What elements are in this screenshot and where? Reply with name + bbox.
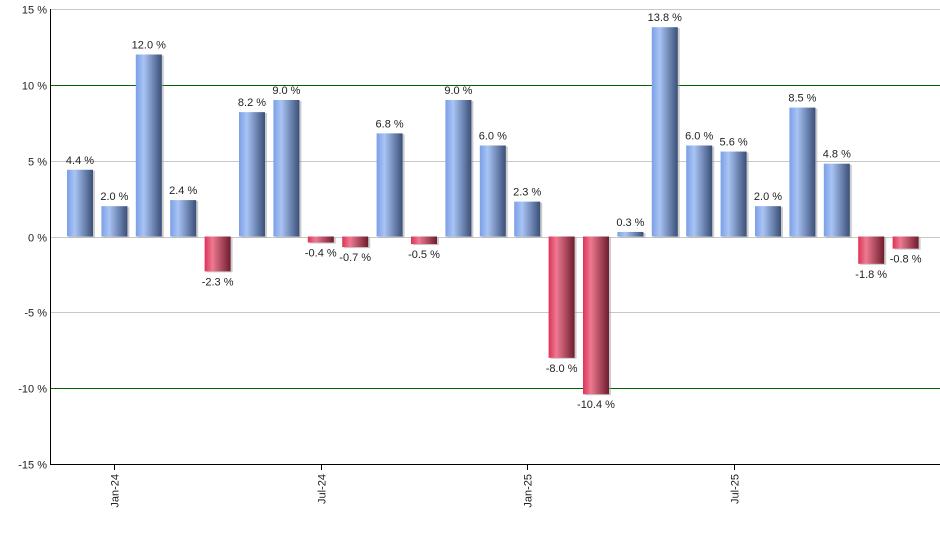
y-tick-label: -5 % bbox=[24, 308, 47, 320]
bar-value-label: 13.8 % bbox=[648, 12, 682, 24]
bar-positive bbox=[755, 206, 781, 237]
bar-value-label: 2.4 % bbox=[169, 185, 197, 197]
bar-value-label: 5.6 % bbox=[720, 137, 748, 149]
bar-positive bbox=[170, 200, 197, 237]
bar-value-label: -8.0 % bbox=[546, 363, 578, 375]
bar-value-label: 4.4 % bbox=[66, 155, 94, 167]
bar-value-label: -1.8 % bbox=[855, 269, 887, 281]
bar-value-label: 6.0 % bbox=[479, 131, 507, 143]
value-labels: 4.4 % 2.0 % 12.0 % 2.4 % -2.3 % 8.2 % 9.0 % -0.… bbox=[66, 12, 922, 411]
bar-positive bbox=[617, 231, 644, 237]
bar-negative bbox=[548, 236, 575, 358]
bar-value-label: 9.0 % bbox=[272, 85, 300, 97]
bar-value-label: 0.3 % bbox=[616, 217, 644, 229]
y-tick-label: -15 % bbox=[18, 460, 47, 472]
bar-value-label: 4.8 % bbox=[823, 149, 851, 161]
bar-value-label: -0.4 % bbox=[305, 248, 337, 260]
bar-value-label: 12.0 % bbox=[132, 40, 166, 52]
bar-positive bbox=[651, 27, 678, 237]
bar-negative bbox=[204, 236, 231, 272]
y-tick-label: 5 % bbox=[28, 157, 47, 169]
bar-positive bbox=[479, 145, 506, 237]
bars bbox=[67, 27, 921, 396]
y-axis: 15 % 10 % 5 % 0 % -5 % -10 % -15 % bbox=[18, 5, 51, 472]
x-tick-label: Jul-25 bbox=[730, 474, 742, 504]
bar-value-label: 6.8 % bbox=[376, 118, 404, 130]
bar-value-label: -0.8 % bbox=[890, 254, 922, 266]
x-tick-label: Jul-24 bbox=[317, 474, 329, 504]
x-tick-label: Jan-25 bbox=[523, 474, 535, 508]
bar-positive bbox=[67, 169, 93, 237]
bar-value-label: 8.5 % bbox=[788, 93, 816, 105]
y-tick-label: 10 % bbox=[22, 81, 47, 93]
bar-negative bbox=[583, 236, 609, 395]
bar-value-label: 2.3 % bbox=[513, 187, 541, 199]
bar-negative bbox=[411, 236, 437, 245]
bar-positive bbox=[239, 112, 265, 237]
y-tick-label: 15 % bbox=[22, 5, 47, 17]
y-tick-label: 0 % bbox=[28, 233, 47, 245]
bar-value-label: 2.0 % bbox=[100, 191, 128, 203]
bar-positive bbox=[823, 163, 850, 237]
bar-value-label: -2.3 % bbox=[202, 276, 234, 288]
bar-value-label: 6.0 % bbox=[685, 131, 713, 143]
bar-value-label: 8.2 % bbox=[238, 97, 266, 109]
bar-positive bbox=[273, 100, 300, 237]
bar-positive bbox=[514, 201, 541, 237]
bar-value-label: -0.7 % bbox=[339, 252, 371, 264]
x-axis: Jan-24 Jul-24 Jan-25 Jul-25 bbox=[50, 464, 940, 508]
bar-positive bbox=[720, 151, 747, 237]
bar-value-label: 9.0 % bbox=[444, 85, 472, 97]
bar-value-label: -0.5 % bbox=[408, 249, 440, 261]
bar-value-label: -10.4 % bbox=[577, 399, 615, 411]
bar-value-label: 2.0 % bbox=[754, 191, 782, 203]
bar-positive bbox=[686, 145, 713, 237]
bar-negative bbox=[342, 236, 369, 248]
bar-positive bbox=[789, 107, 816, 237]
bar-negative bbox=[858, 236, 885, 264]
y-tick-label: -10 % bbox=[18, 384, 47, 396]
bar-positive bbox=[445, 100, 472, 237]
bar-positive bbox=[376, 133, 403, 237]
x-tick-label: Jan-24 bbox=[110, 474, 122, 508]
bar-negative bbox=[892, 236, 919, 249]
bar-positive bbox=[135, 54, 162, 237]
bar-negative bbox=[307, 236, 334, 243]
bar-positive bbox=[101, 206, 128, 237]
